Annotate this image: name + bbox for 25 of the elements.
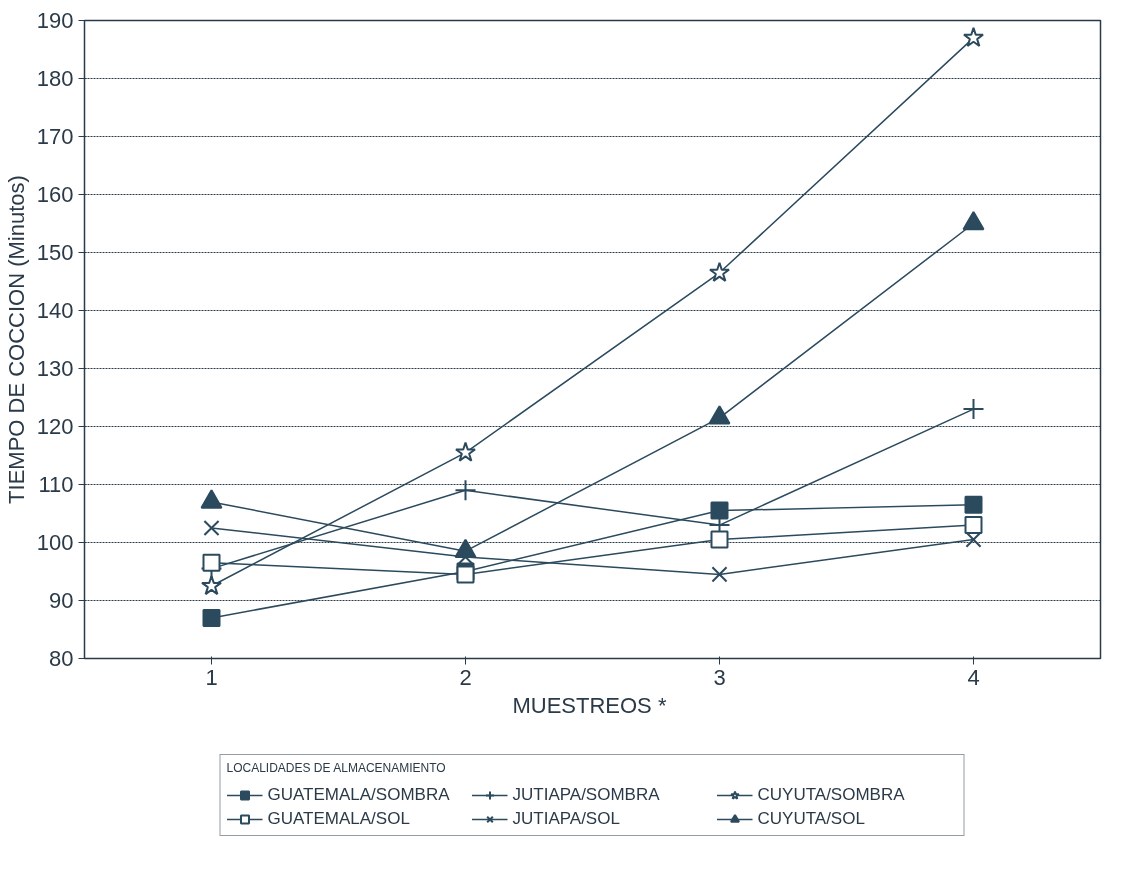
- y-tick-label: 180: [36, 66, 74, 91]
- legend-label: CUYUTA/SOL: [757, 809, 866, 829]
- legend-label: CUYUTA/SOMBRA: [757, 785, 906, 805]
- y-tick-label: 110: [38, 472, 74, 497]
- x-tick-label: 4: [967, 664, 980, 690]
- y-tick-label: 120: [36, 414, 74, 439]
- x-axis-title: MUESTREOS *: [512, 692, 667, 718]
- x-tick-label: 2: [459, 664, 472, 690]
- y-tick-label: 160: [36, 182, 74, 207]
- y-tick-label: 190: [36, 8, 74, 33]
- y-tick-label: 170: [36, 124, 74, 149]
- x-tick-label: 3: [713, 664, 726, 690]
- y-tick-label: 140: [36, 298, 74, 323]
- y-tick-label: 90: [49, 588, 74, 613]
- x-tick-label: 1: [205, 664, 218, 690]
- legend-label: JUTIAPA/SOL: [512, 809, 621, 829]
- y-tick-label: 80: [49, 646, 74, 671]
- legend-label: GUATEMALA/SOL: [267, 809, 411, 829]
- legend-label: JUTIAPA/SOMBRA: [512, 785, 661, 805]
- legend-title: LOCALIDADES DE ALMACENAMIENTO: [226, 761, 447, 775]
- y-tick-label: 150: [36, 240, 74, 265]
- y-tick-label: 130: [36, 356, 74, 381]
- y-tick-label: 100: [36, 530, 74, 555]
- legend-label: GUATEMALA/SOMBRA: [267, 785, 451, 805]
- y-axis-title: TIEMPO DE COCCION (Minutos): [3, 175, 29, 504]
